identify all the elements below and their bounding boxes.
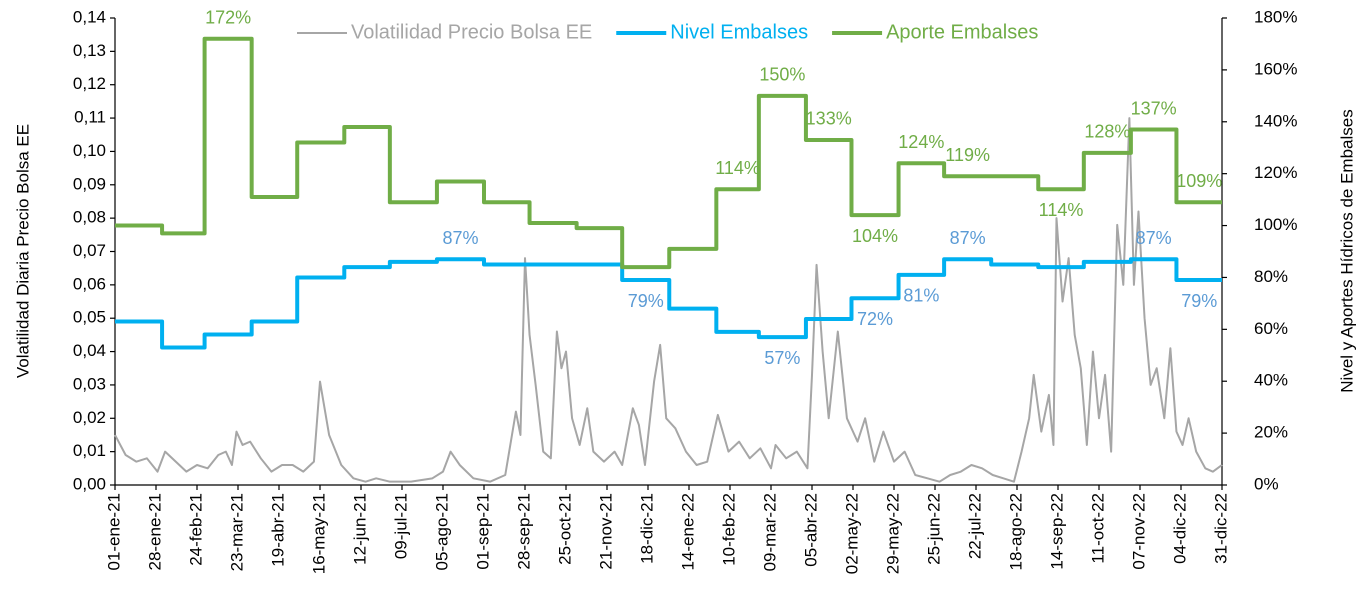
y2-tick-label: 120% — [1254, 163, 1297, 182]
x-tick-label: 21-nov-21 — [596, 493, 615, 570]
x-tick-label: 05-ago-21 — [432, 493, 451, 571]
x-tick-label: 25-oct-21 — [555, 493, 574, 565]
y2-tick-label: 0% — [1254, 474, 1279, 493]
series-line — [115, 257, 1222, 350]
x-tick-label: 14-ene-22 — [678, 493, 697, 571]
x-tick-label: 01-ene-21 — [104, 493, 123, 571]
data-label: 79% — [628, 291, 664, 311]
x-tick-label: 12-jun-21 — [350, 493, 369, 565]
data-label: 150% — [759, 65, 805, 85]
x-tick-label: 18-ago-22 — [1006, 493, 1025, 571]
data-label: 114% — [715, 158, 760, 178]
y-tick-label: 0,05 — [73, 308, 106, 327]
data-label: 119% — [945, 145, 990, 165]
y-tick-label: 0,09 — [73, 174, 106, 193]
y-tick-label: 0,04 — [73, 341, 106, 360]
x-tick-label: 14-sep-22 — [1047, 493, 1066, 570]
y-tick-label: 0,11 — [74, 108, 106, 127]
y2-tick-label: 140% — [1254, 111, 1297, 130]
data-label: 87% — [1136, 228, 1172, 248]
x-tick-label: 19-abr-21 — [268, 493, 287, 567]
y-axis-label: Volatilidad Diaria Precio Bolsa EE — [13, 124, 32, 378]
x-tick-label: 10-feb-22 — [719, 493, 738, 566]
series-line — [114, 117, 1223, 483]
data-label: 128% — [1084, 122, 1130, 142]
series-line — [115, 36, 1222, 270]
y2-tick-label: 100% — [1254, 215, 1297, 234]
y-tick-label: 0,00 — [73, 474, 106, 493]
x-tick-label: 05-abr-22 — [801, 493, 820, 567]
x-tick-label: 09-mar-22 — [760, 493, 779, 571]
y-tick-label: 0,07 — [73, 241, 106, 260]
legend-label: Nivel Embalses — [670, 21, 808, 43]
x-tick-label: 23-mar-21 — [227, 493, 246, 571]
data-label: 109% — [1176, 171, 1222, 191]
x-tick-label: 28-ene-21 — [145, 493, 164, 571]
x-tick-label: 25-jun-22 — [924, 493, 943, 565]
data-label: 72% — [857, 309, 893, 329]
data-label: 57% — [764, 348, 800, 368]
y2-axis-label: Nivel y Aportes Hídricos de Embalses — [1337, 109, 1356, 392]
x-tick-label: 28-sep-21 — [514, 493, 533, 570]
x-tick-label: 22-jul-22 — [965, 493, 984, 559]
data-label: 124% — [898, 132, 944, 152]
x-tick-label: 01-sep-21 — [473, 493, 492, 570]
x-tick-label: 24-feb-21 — [186, 493, 205, 566]
y-tick-label: 0,01 — [73, 441, 106, 460]
y2-tick-label: 160% — [1254, 59, 1297, 78]
data-label: 137% — [1131, 98, 1177, 118]
legend-label: Aporte Embalses — [886, 21, 1038, 43]
data-label: 133% — [806, 109, 852, 129]
data-label: 104% — [852, 226, 898, 246]
x-tick-label: 29-may-22 — [883, 493, 902, 574]
y2-tick-label: 80% — [1254, 267, 1288, 286]
y-tick-label: 0,06 — [73, 274, 106, 293]
data-label: 114% — [1039, 200, 1084, 220]
x-tick-label: 16-may-21 — [309, 493, 328, 574]
y-tick-label: 0,13 — [73, 41, 106, 60]
y-tick-label: 0,14 — [73, 7, 106, 26]
y-tick-label: 0,10 — [73, 141, 106, 160]
data-label: 79% — [1181, 291, 1217, 311]
y-tick-label: 0,08 — [73, 208, 106, 227]
data-label: 87% — [442, 228, 478, 248]
x-tick-label: 11-oct-22 — [1088, 493, 1107, 564]
y2-tick-label: 20% — [1254, 423, 1288, 442]
x-tick-label: 04-dic-22 — [1170, 493, 1189, 564]
y-tick-label: 0,03 — [73, 374, 106, 393]
y2-tick-label: 60% — [1254, 319, 1288, 338]
data-label: 172% — [205, 8, 251, 28]
x-tick-label: 31-dic-22 — [1211, 493, 1230, 564]
x-tick-label: 18-dic-21 — [637, 493, 656, 564]
y-tick-label: 0,12 — [73, 74, 106, 93]
x-tick-label: 09-jul-21 — [391, 493, 410, 559]
legend-label: Volatilidad Precio Bolsa EE — [351, 21, 592, 43]
x-tick-label: 02-may-22 — [842, 493, 861, 574]
y2-tick-label: 180% — [1254, 7, 1297, 26]
x-tick-label: 07-nov-22 — [1129, 493, 1148, 570]
data-label: 87% — [950, 228, 986, 248]
y-tick-label: 0,02 — [73, 408, 106, 427]
y2-tick-label: 40% — [1254, 371, 1288, 390]
data-label: 81% — [903, 286, 939, 306]
